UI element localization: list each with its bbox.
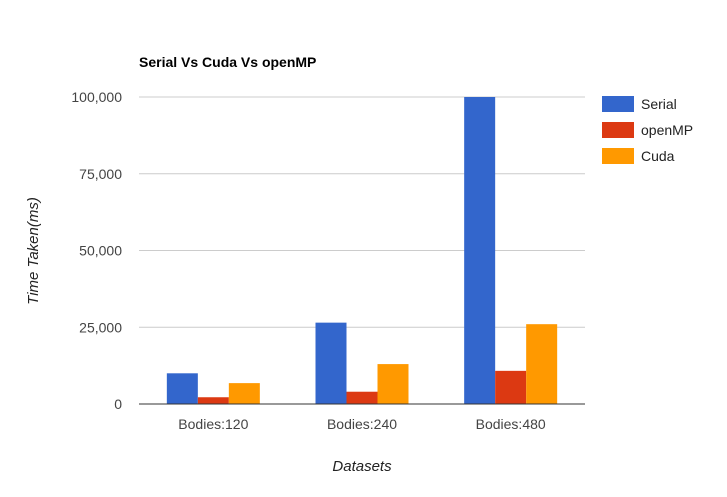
bars [166,97,558,404]
y-tick-label: 25,000 [79,319,122,335]
legend-swatch-cuda [602,148,634,164]
x-axis-title: Datasets [332,458,392,475]
y-tick-label: 75,000 [79,166,122,182]
bar-openmp-2 [495,370,527,404]
x-tick-label: Bodies:480 [476,416,546,432]
legend-swatch-openmp [602,122,634,138]
y-axis-ticks: 0 25,000 50,000 75,000 100,000 [71,89,122,412]
bar-cuda-1 [377,364,409,404]
y-axis-title: Time Taken(ms) [25,197,42,305]
bar-openmp-1 [346,391,378,404]
y-tick-label: 0 [114,396,122,412]
legend: Serial openMP Cuda [602,96,693,164]
bar-serial-1 [315,322,347,404]
gridlines [139,96,585,328]
x-axis-ticks: Bodies:120 Bodies:240 Bodies:480 [178,416,546,432]
chart-title: Serial Vs Cuda Vs openMP [139,54,316,70]
legend-label-cuda: Cuda [641,148,675,164]
legend-swatch-serial [602,96,634,112]
x-tick-label: Bodies:120 [178,416,248,432]
legend-label-openmp: openMP [641,122,693,138]
bar-openmp-0 [197,397,229,404]
bar-cuda-2 [526,324,558,404]
x-tick-label: Bodies:240 [327,416,397,432]
legend-label-serial: Serial [641,96,677,112]
bar-cuda-0 [228,383,260,404]
bar-serial-0 [166,373,198,404]
bar-serial-2 [464,97,496,404]
y-tick-label: 50,000 [79,243,122,259]
y-tick-label: 100,000 [71,89,122,105]
